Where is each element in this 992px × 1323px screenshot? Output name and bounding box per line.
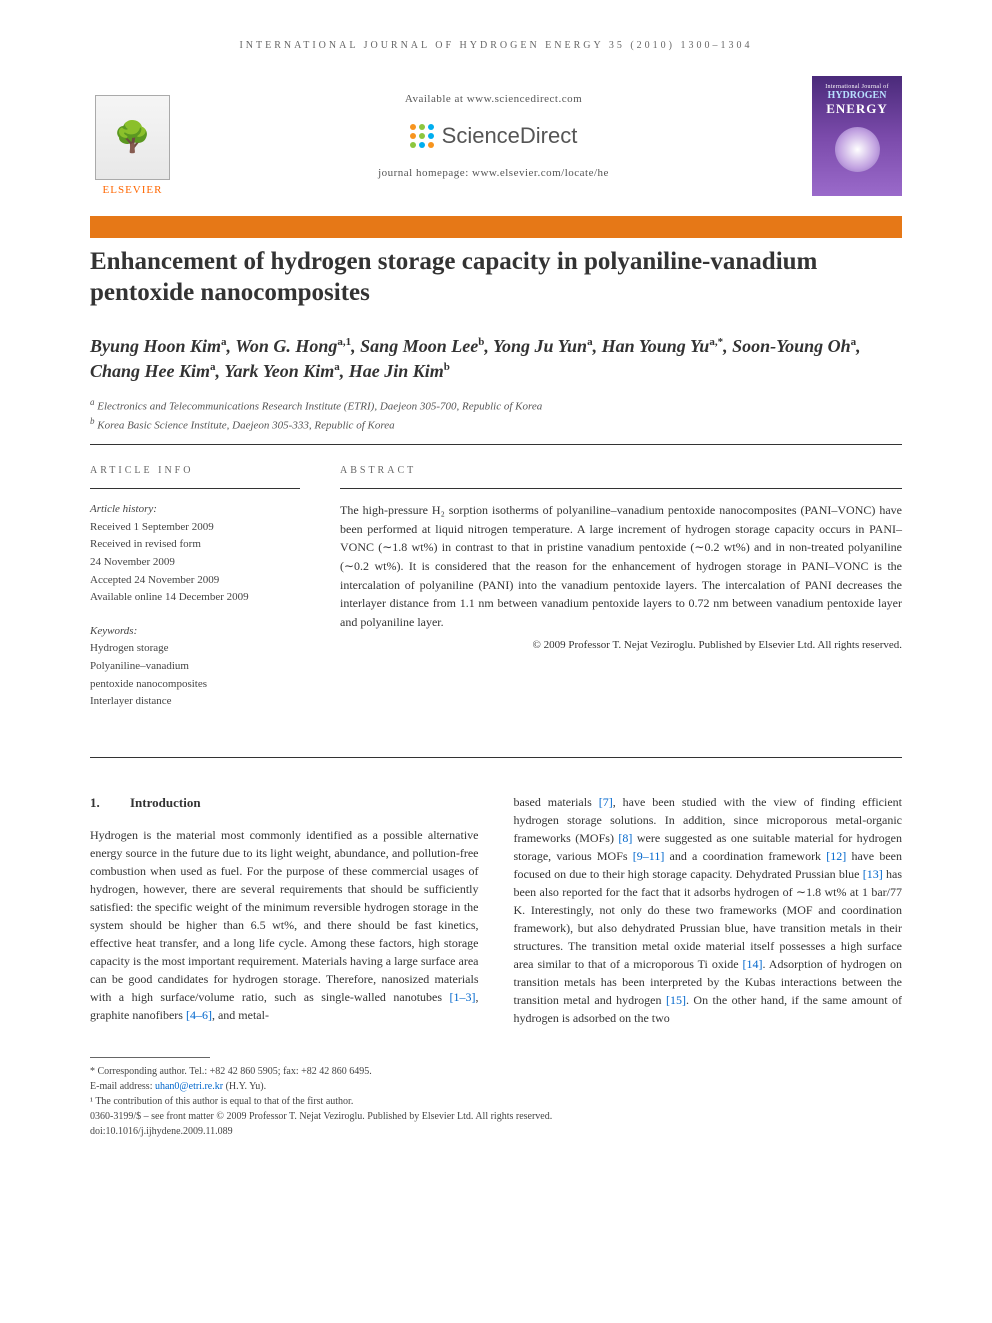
body-columns: 1.Introduction Hydrogen is the material … xyxy=(90,793,902,1027)
dot xyxy=(419,133,425,139)
keywords-label: Keywords: xyxy=(90,623,300,641)
keyword: pentoxide nanocomposites xyxy=(90,676,300,694)
body-col-right: based materials [7], have been studied w… xyxy=(514,793,903,1027)
cover-graphic xyxy=(835,127,880,172)
affiliations: a Electronics and Telecommunications Res… xyxy=(90,396,902,434)
history-line: Accepted 24 November 2009 xyxy=(90,572,300,590)
section-title: Introduction xyxy=(130,795,201,810)
dot xyxy=(419,124,425,130)
dot xyxy=(428,133,434,139)
dot xyxy=(428,142,434,148)
keyword: Polyaniline–vanadium xyxy=(90,658,300,676)
abstract-text: The high-pressure H₂ sorption isotherms … xyxy=(340,501,902,631)
author-list: Byung Hoon Kima, Won G. Honga,1, Sang Mo… xyxy=(90,334,902,384)
article-title: Enhancement of hydrogen storage capacity… xyxy=(90,246,902,309)
elsevier-tree-icon: 🌳 xyxy=(95,95,170,180)
info-abstract-row: ARTICLE INFO Article history: Received 1… xyxy=(90,465,902,727)
sciencedirect-text: ScienceDirect xyxy=(442,123,578,149)
running-head: INTERNATIONAL JOURNAL OF HYDROGEN ENERGY… xyxy=(90,40,902,51)
email-who: (H.Y. Yu). xyxy=(223,1081,266,1092)
abstract-heading: ABSTRACT xyxy=(340,465,902,476)
abstract-column: ABSTRACT The high-pressure H₂ sorption i… xyxy=(340,465,902,727)
footnote-separator xyxy=(90,1057,210,1058)
section-number: 1. xyxy=(90,793,130,813)
history-line: 24 November 2009 xyxy=(90,554,300,572)
affiliation: b Korea Basic Science Institute, Daejeon… xyxy=(90,415,902,434)
history-line: Available online 14 December 2009 xyxy=(90,589,300,607)
article-info-heading: ARTICLE INFO xyxy=(90,465,300,476)
divider xyxy=(90,757,902,758)
journal-cover: International Journal of HYDROGEN ENERGY xyxy=(812,76,902,196)
author-contribution-note: ¹ The contribution of this author is equ… xyxy=(90,1094,902,1109)
cover-line3: ENERGY xyxy=(826,101,888,117)
cover-line2: HYDROGEN xyxy=(828,90,887,101)
orange-separator-bar xyxy=(90,216,902,238)
reference-link[interactable]: [13] xyxy=(863,867,883,881)
available-at: Available at www.sciencedirect.com xyxy=(405,93,582,105)
header-block: 🌳 ELSEVIER Available at www.sciencedirec… xyxy=(90,76,902,196)
reference-link[interactable]: [8] xyxy=(618,831,632,845)
paragraph: based materials [7], have been studied w… xyxy=(514,793,903,1027)
email-link[interactable]: uhan0@etri.re.kr xyxy=(155,1081,223,1092)
reference-link[interactable]: [15] xyxy=(666,993,686,1007)
abstract-copyright: © 2009 Professor T. Nejat Veziroglu. Pub… xyxy=(340,639,902,651)
divider xyxy=(340,488,902,489)
elsevier-logo: 🌳 ELSEVIER xyxy=(90,76,175,196)
reference-link[interactable]: [1–3] xyxy=(450,990,476,1004)
header-center: Available at www.sciencedirect.com Scien… xyxy=(190,76,797,196)
divider xyxy=(90,488,300,489)
article-info-column: ARTICLE INFO Article history: Received 1… xyxy=(90,465,300,727)
dot xyxy=(410,124,416,130)
history-line: Received in revised form xyxy=(90,536,300,554)
reference-link[interactable]: [12] xyxy=(826,849,846,863)
footnotes: * Corresponding author. Tel.: +82 42 860… xyxy=(90,1064,902,1139)
dot xyxy=(419,142,425,148)
affiliation: a Electronics and Telecommunications Res… xyxy=(90,396,902,415)
doi-line: doi:10.1016/j.ijhydene.2009.11.089 xyxy=(90,1124,902,1139)
keywords-block: Keywords: Hydrogen storagePolyaniline–va… xyxy=(90,623,300,711)
keyword: Hydrogen storage xyxy=(90,640,300,658)
dot xyxy=(410,142,416,148)
dot xyxy=(428,124,434,130)
reference-link[interactable]: [14] xyxy=(742,957,762,971)
history-line: Received 1 September 2009 xyxy=(90,519,300,537)
corresponding-author: * Corresponding author. Tel.: +82 42 860… xyxy=(90,1064,902,1079)
reference-link[interactable]: [7] xyxy=(599,795,613,809)
body-col-left: 1.Introduction Hydrogen is the material … xyxy=(90,793,479,1027)
reference-link[interactable]: [4–6] xyxy=(186,1008,212,1022)
email-line: E-mail address: uhan0@etri.re.kr (H.Y. Y… xyxy=(90,1079,902,1094)
divider xyxy=(90,444,902,445)
history-label: Article history: xyxy=(90,501,300,519)
email-label: E-mail address: xyxy=(90,1081,155,1092)
elsevier-label: ELSEVIER xyxy=(103,184,163,196)
journal-homepage: journal homepage: www.elsevier.com/locat… xyxy=(378,167,609,179)
dot xyxy=(410,133,416,139)
issn-line: 0360-3199/$ – see front matter © 2009 Pr… xyxy=(90,1109,902,1124)
sciencedirect-logo: ScienceDirect xyxy=(410,123,578,149)
section-heading: 1.Introduction xyxy=(90,793,479,813)
reference-link[interactable]: [9–11] xyxy=(633,849,665,863)
keyword: Interlayer distance xyxy=(90,693,300,711)
article-history: Article history: Received 1 September 20… xyxy=(90,501,300,607)
paragraph: Hydrogen is the material most commonly i… xyxy=(90,826,479,1024)
sd-dots-icon xyxy=(410,124,434,148)
